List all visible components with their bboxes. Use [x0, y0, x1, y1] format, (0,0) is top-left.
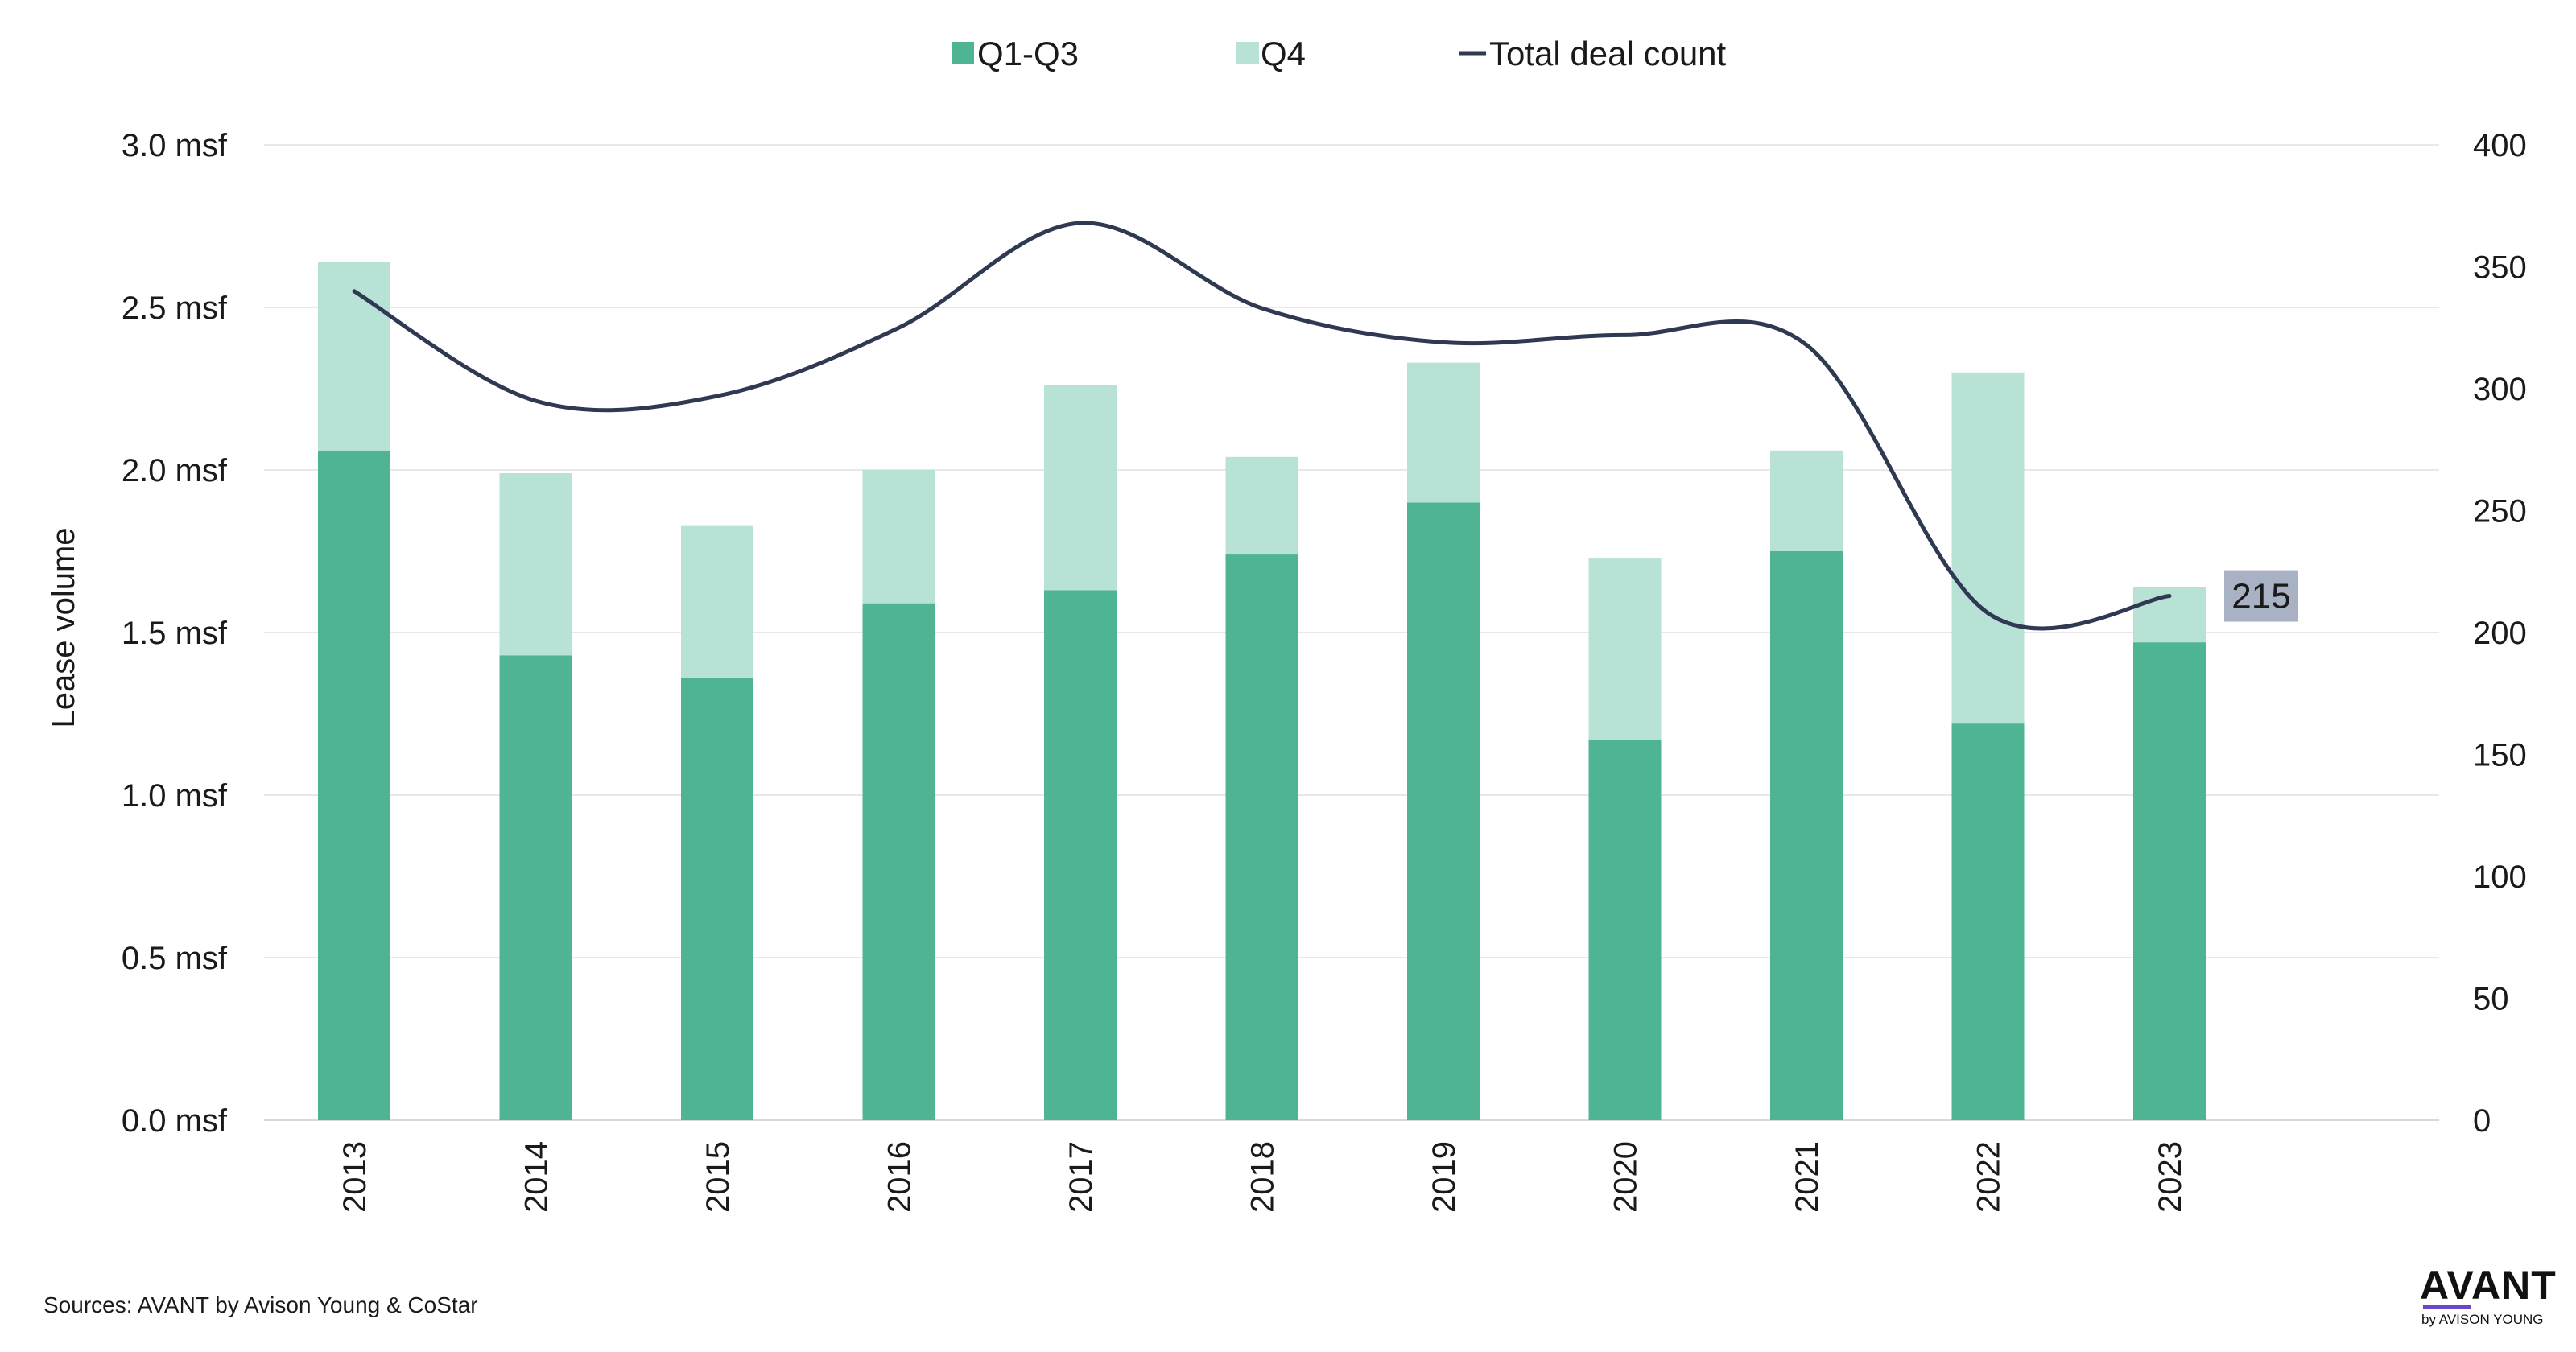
deal-count-line-group — [352, 221, 2172, 631]
bar-q4 — [1770, 450, 1843, 551]
right-axis-ticks: 0 50 100 150 200 250 300 350 400 — [2473, 128, 2527, 1139]
bar-q1-q3 — [1588, 740, 1662, 1120]
y-tick-label: 3.0 msf — [122, 128, 228, 163]
bar-q4 — [1044, 385, 1117, 591]
bars — [318, 262, 2206, 1120]
bar-q4 — [1407, 362, 1480, 503]
bar-q1-q3 — [1225, 554, 1298, 1120]
source-note: Sources: AVANT by Avison Young & CoStar — [43, 1292, 478, 1317]
y2-tick-label: 350 — [2473, 250, 2527, 286]
y2-tick-label: 0 — [2473, 1103, 2491, 1139]
legend-swatch-q1-q3 — [952, 42, 974, 64]
legend-label-deal-count: Total deal count — [1489, 35, 1727, 72]
lease-volume-chart: 0.0 msf 0.5 msf 1.0 msf 1.5 msf 2.0 msf 2.5 m… — [46, 35, 2527, 1213]
y-tick-label: 1.0 msf — [122, 778, 228, 814]
logo-underline — [2423, 1305, 2471, 1309]
bar-q1-q3 — [862, 603, 935, 1120]
logo-subtitle: by AVISON YOUNG — [2421, 1312, 2544, 1327]
bar-q4 — [681, 525, 753, 678]
bar-q1-q3 — [681, 678, 753, 1120]
legend-swatch-q4 — [1236, 42, 1259, 64]
x-tick-label: 2014 — [519, 1141, 555, 1213]
callout-box — [2224, 570, 2298, 622]
x-tick-label: 2022 — [1971, 1141, 2007, 1213]
bar-q1-q3 — [499, 655, 572, 1120]
y-tick-label: 1.5 msf — [122, 616, 228, 651]
x-tick-label: 2021 — [1790, 1141, 1825, 1213]
x-tick-label: 2016 — [882, 1141, 918, 1213]
bar-q1-q3 — [2133, 642, 2206, 1120]
bar-q1-q3 — [1044, 590, 1117, 1120]
callout-value: 215 — [2231, 577, 2290, 616]
x-tick-label: 2020 — [1608, 1141, 1644, 1213]
bar-q1-q3 — [1407, 502, 1480, 1120]
y2-tick-label: 300 — [2473, 372, 2527, 407]
x-axis-ticks: 2013 2014 2015 2016 2017 2018 2019 2020 2021 2022… — [337, 1141, 2188, 1213]
bar-q1-q3 — [1770, 551, 1843, 1120]
bar-q4 — [499, 473, 572, 656]
legend-label-q4: Q4 — [1261, 35, 1306, 72]
y2-tick-label: 200 — [2473, 616, 2527, 651]
callout-label: 215 — [2224, 570, 2298, 622]
x-tick-label: 2019 — [1426, 1141, 1462, 1213]
x-tick-label: 2017 — [1063, 1141, 1099, 1213]
bar-q4 — [1951, 372, 2025, 724]
bar-q1-q3 — [1951, 723, 2025, 1120]
y2-tick-label: 400 — [2473, 128, 2527, 163]
deal-count-line — [352, 221, 2172, 631]
avant-logo: AVANT by AVISON YOUNG — [2420, 1263, 2557, 1328]
x-tick-label: 2013 — [337, 1141, 373, 1213]
x-tick-label: 2023 — [2153, 1141, 2188, 1213]
y-tick-label: 2.5 msf — [122, 291, 228, 326]
y-axis-title: Lease volume — [46, 527, 81, 728]
bar-q4 — [862, 470, 935, 604]
legend-label-q1-q3: Q1-Q3 — [977, 35, 1079, 72]
y2-tick-label: 250 — [2473, 494, 2527, 530]
x-tick-label: 2018 — [1245, 1141, 1281, 1213]
gridlines — [264, 144, 2439, 1121]
y2-tick-label: 100 — [2473, 859, 2527, 895]
bar-q1-q3 — [318, 450, 390, 1120]
y2-tick-label: 150 — [2473, 738, 2527, 773]
left-axis-ticks: 0.0 msf 0.5 msf 1.0 msf 1.5 msf 2.0 msf 2.5 m… — [122, 128, 228, 1139]
legend: Q1-Q3 Q4 Total deal count — [952, 35, 1727, 72]
y2-tick-label: 50 — [2473, 982, 2509, 1017]
bar-q4 — [1225, 456, 1298, 555]
y-tick-label: 0.5 msf — [122, 941, 228, 976]
x-tick-label: 2015 — [700, 1141, 736, 1213]
bar-q4 — [1588, 558, 1662, 740]
logo-wordmark: AVANT — [2420, 1263, 2557, 1308]
y-tick-label: 2.0 msf — [122, 453, 228, 488]
y-tick-label: 0.0 msf — [122, 1103, 228, 1139]
